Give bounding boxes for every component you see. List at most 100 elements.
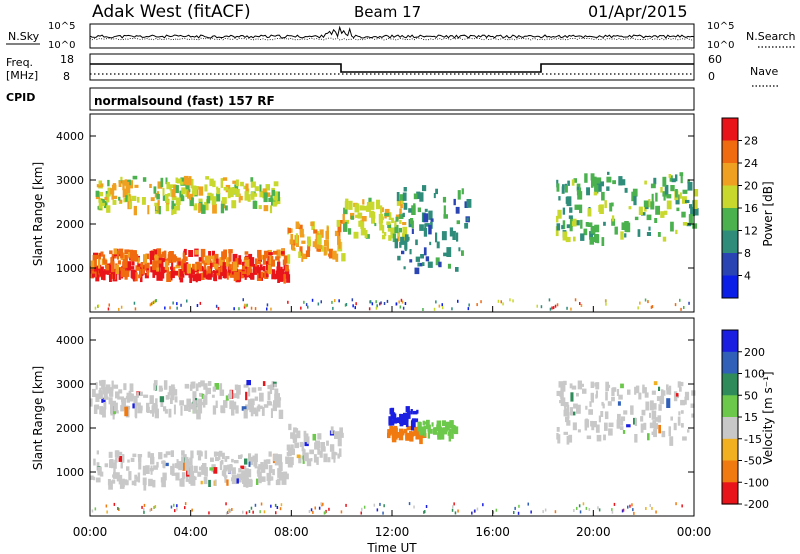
data-cell — [518, 504, 520, 508]
data-cell — [154, 249, 157, 256]
data-cell — [619, 426, 624, 430]
data-cell — [188, 465, 193, 475]
data-cell — [452, 425, 457, 431]
data-cell — [156, 260, 162, 264]
data-cell — [327, 457, 331, 463]
data-cell — [587, 208, 592, 217]
data-cell — [549, 307, 552, 311]
data-cell — [408, 208, 412, 213]
data-cell — [352, 304, 354, 308]
data-cell — [388, 419, 392, 426]
data-cell — [241, 406, 247, 411]
data-cell — [320, 446, 326, 452]
data-cell — [405, 406, 410, 413]
data-cell — [206, 387, 211, 395]
data-cell — [669, 436, 674, 446]
data-cell — [679, 172, 684, 177]
data-cell — [248, 400, 253, 410]
data-cell — [216, 188, 221, 195]
data-cell — [143, 510, 145, 514]
data-cell — [196, 261, 200, 270]
data-cell — [197, 471, 202, 477]
data-cell — [220, 178, 224, 188]
data-cell — [564, 185, 568, 193]
nsearch-tick-high: 10^5 — [707, 21, 734, 32]
data-cell — [149, 251, 155, 261]
data-cell — [190, 450, 194, 459]
data-cell — [98, 200, 103, 209]
data-cell — [474, 509, 476, 513]
data-cell — [164, 260, 169, 270]
data-cell — [576, 404, 581, 414]
data-cell — [646, 232, 651, 236]
data-cell — [215, 400, 218, 408]
colorbar-swatch — [722, 275, 738, 299]
data-cell — [252, 266, 256, 275]
data-cell — [163, 463, 166, 469]
data-cell — [440, 430, 445, 440]
data-cell — [267, 391, 271, 401]
data-cell — [236, 394, 240, 399]
data-cell — [394, 425, 398, 432]
data-cell — [334, 230, 339, 237]
data-cell — [647, 433, 650, 441]
data-cell — [173, 404, 176, 415]
power-cbar-label: Power [dB] — [761, 181, 775, 246]
data-cell — [461, 188, 464, 195]
data-cell — [163, 380, 168, 390]
data-cell — [307, 236, 311, 244]
data-cell — [620, 231, 624, 240]
data-cell — [582, 502, 585, 506]
data-cell — [162, 270, 165, 279]
data-cell — [412, 410, 418, 415]
data-cell — [382, 234, 386, 240]
data-cell — [634, 417, 638, 426]
data-cell — [344, 201, 349, 210]
data-cell — [613, 502, 616, 506]
data-cell — [435, 257, 440, 266]
data-cell — [201, 205, 206, 214]
data-cell — [239, 195, 243, 201]
data-cell — [113, 467, 116, 476]
data-cell — [143, 480, 147, 491]
data-cell — [579, 204, 583, 214]
data-cell — [410, 409, 413, 415]
data-cell — [248, 274, 252, 278]
data-cell — [666, 387, 670, 395]
data-cell — [280, 266, 283, 275]
data-cell — [180, 405, 183, 416]
data-cell — [244, 274, 247, 280]
data-cell — [118, 180, 122, 187]
data-cell — [243, 305, 246, 309]
data-cell — [273, 400, 278, 406]
data-cell — [173, 270, 179, 276]
data-cell — [106, 205, 111, 213]
data-cell — [95, 382, 98, 390]
data-cell — [409, 259, 413, 263]
data-cell — [604, 422, 608, 431]
colorbar-tick-label: 8 — [744, 247, 751, 260]
data-cell — [590, 420, 593, 427]
data-cell — [401, 200, 404, 204]
data-cell — [602, 403, 605, 409]
data-cell — [464, 201, 469, 208]
data-cell — [369, 300, 371, 304]
data-cell — [566, 306, 568, 310]
data-cell — [351, 298, 354, 302]
data-cell — [596, 434, 602, 442]
data-cell — [248, 478, 253, 487]
data-cell — [660, 211, 665, 218]
data-cell — [601, 191, 605, 201]
data-cell — [93, 257, 97, 267]
data-cell — [140, 391, 143, 396]
data-cell — [99, 380, 103, 384]
velocity-panel: 1000 2000 3000 4000 00:00 04:00 08:00 12:00 16:… — [31, 306, 775, 554]
data-cell — [96, 267, 100, 277]
data-cell — [222, 469, 227, 477]
data-cell — [172, 266, 176, 272]
data-cell — [152, 249, 155, 253]
data-cell — [211, 196, 217, 205]
data-cell — [605, 384, 611, 388]
data-cell — [194, 203, 198, 209]
data-cell — [419, 434, 423, 445]
